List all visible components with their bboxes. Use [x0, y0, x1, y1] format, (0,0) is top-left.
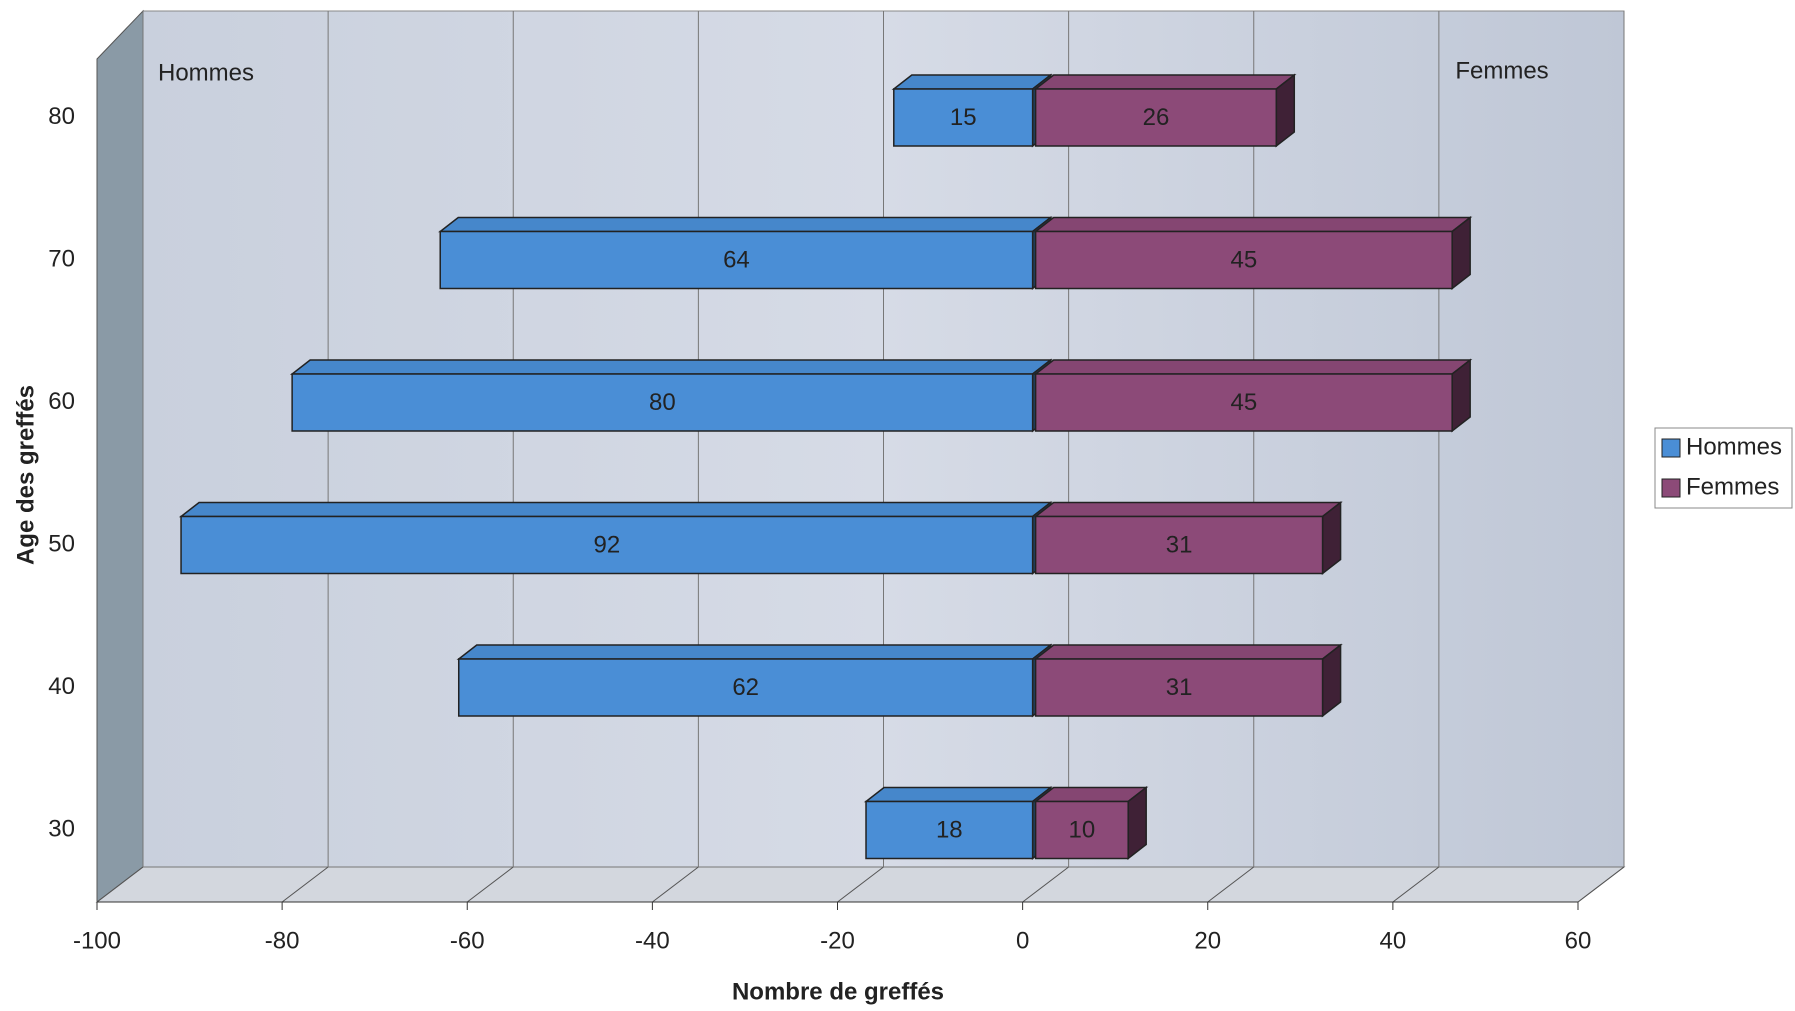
value-label: 31 [1166, 531, 1193, 558]
value-label: 80 [649, 389, 676, 416]
bar [1034, 373, 1453, 432]
value-label: 10 [1069, 816, 1096, 843]
floor-grid-line [1022, 866, 1069, 903]
x-tick-label: 20 [1194, 927, 1221, 954]
side-wall [96, 9, 144, 904]
y-tick-label: 60 [48, 388, 75, 415]
floor-grid-line [1207, 866, 1255, 903]
bar [1034, 658, 1324, 717]
floor-grid-line [837, 866, 884, 903]
legend-swatch [1661, 478, 1681, 498]
bar-top [456, 644, 1053, 660]
bar-top [863, 786, 1053, 803]
value-label: 26 [1143, 104, 1170, 131]
legend-label: Hommes [1686, 433, 1782, 460]
bar-top [289, 359, 1053, 375]
bar [893, 88, 1034, 147]
annotation: Femmes [1455, 57, 1548, 84]
bar [439, 230, 1034, 290]
value-label: 45 [1231, 389, 1258, 416]
bar [1034, 515, 1324, 575]
value-label: 64 [723, 246, 750, 273]
bar-top [178, 501, 1053, 518]
value-label: 31 [1166, 674, 1193, 701]
bar-top [891, 74, 1053, 90]
bar-top [438, 216, 1053, 233]
value-label: 92 [593, 531, 620, 558]
y-tick-label: 80 [48, 103, 75, 130]
x-tick-label: 0 [1016, 927, 1029, 954]
floor-grid-line [281, 866, 329, 903]
bar [1034, 800, 1129, 860]
bar [1034, 230, 1453, 290]
value-label: 18 [936, 816, 963, 843]
value-label: 45 [1231, 246, 1258, 273]
bar-top [1033, 74, 1297, 90]
x-tick-label: -20 [820, 927, 855, 954]
legend-swatch [1661, 438, 1681, 458]
x-tick-label: 60 [1565, 927, 1592, 954]
bar-top [1033, 644, 1343, 660]
bar [865, 800, 1034, 860]
y-axis-title: Age des greffés [12, 385, 39, 565]
y-tick-label: 40 [48, 673, 75, 700]
bar-top [1033, 501, 1343, 518]
legend-label: Femmes [1686, 473, 1779, 500]
bar [180, 515, 1034, 575]
x-axis-title: Nombre de greffés [732, 978, 944, 1005]
bar-top [1033, 216, 1473, 233]
floor-grid-line [1392, 866, 1440, 903]
bar [1034, 88, 1278, 147]
x-tick-label: -100 [73, 927, 121, 954]
floor-grid-line [652, 866, 699, 903]
annotation: Hommes [158, 59, 254, 86]
bar [291, 373, 1034, 432]
floor-grid-line [1577, 866, 1625, 903]
value-label: 62 [732, 674, 759, 701]
x-tick-label: -40 [635, 927, 670, 954]
x-tick-label: 40 [1380, 927, 1407, 954]
floor-grid-line [466, 866, 514, 903]
y-tick-label: 70 [48, 245, 75, 272]
floor-grid-line [96, 866, 144, 903]
bar [457, 658, 1034, 717]
x-tick-label: -80 [265, 927, 300, 954]
bar-top [1033, 359, 1473, 375]
x-tick-label: -60 [450, 927, 485, 954]
bar-top [1033, 786, 1149, 803]
value-label: 15 [950, 104, 977, 131]
y-tick-label: 50 [48, 530, 75, 557]
y-tick-label: 30 [48, 815, 75, 842]
